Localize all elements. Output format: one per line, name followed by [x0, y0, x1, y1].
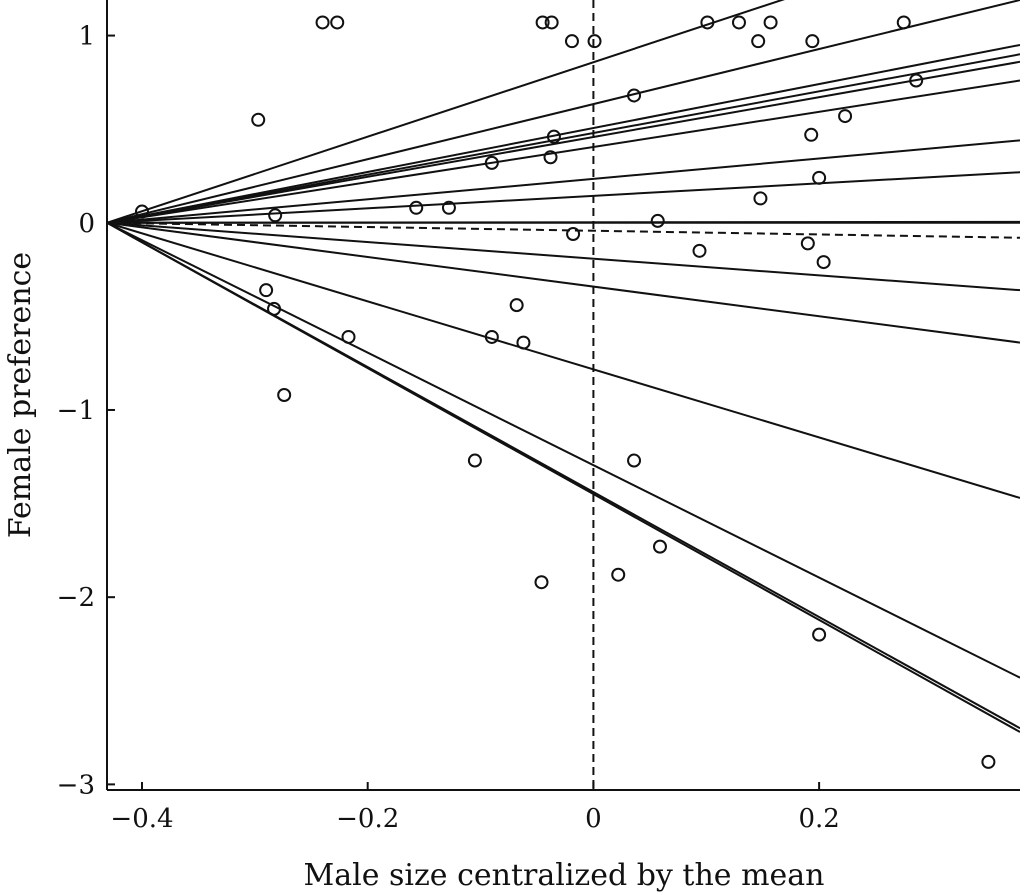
plot-area: −0.4 −0.2 0 0.2 1 0 −1 −2 −3 [57, 0, 1021, 834]
data-point [896, 15, 911, 30]
data-point [535, 15, 550, 30]
data-point [587, 34, 602, 49]
data-point [544, 15, 559, 30]
x-tick-label: −0.4 [110, 804, 173, 834]
data-point [509, 298, 524, 313]
data-point [546, 129, 561, 144]
regression-line [107, 53, 1020, 224]
regression-line [107, 221, 1020, 499]
data-point [566, 227, 581, 242]
regression-line [107, 220, 1020, 224]
regression-line [107, 221, 1020, 292]
data-point [763, 15, 778, 30]
data-point [731, 15, 746, 30]
data-point [251, 112, 266, 127]
data-point [800, 236, 815, 251]
x-tick-label: −0.2 [336, 804, 399, 834]
data-point [816, 255, 831, 270]
data-point [516, 335, 531, 350]
x-tick-label: 0 [585, 804, 602, 834]
data-point [909, 73, 924, 88]
data-point [627, 88, 642, 103]
regression-line [107, 79, 1020, 224]
data-point [277, 388, 292, 402]
data-point [838, 109, 853, 124]
y-tick-label: 1 [78, 22, 95, 52]
y-axis-title: Female preference [3, 252, 38, 538]
mean-regression-line [106, 221, 1021, 239]
data-point [315, 15, 330, 30]
data-point [543, 150, 558, 165]
data-point [467, 453, 482, 468]
regression-line [107, 0, 786, 224]
data-point [534, 575, 549, 590]
data-point [692, 243, 707, 258]
data-point [652, 539, 667, 554]
data-point [805, 34, 820, 49]
data-point [484, 155, 499, 170]
data-point [267, 301, 282, 316]
data-point [753, 191, 768, 206]
data-point [134, 204, 149, 219]
regression-line [107, 0, 1020, 224]
y-tick-label: −2 [57, 583, 95, 613]
x-tick-label: 0.2 [798, 804, 839, 834]
y-tick-label: −3 [57, 770, 95, 800]
data-point [341, 329, 356, 344]
data-point [564, 34, 579, 49]
data-point [441, 200, 456, 215]
data-point [700, 15, 715, 30]
regression-line [107, 221, 1020, 679]
data-point [409, 200, 424, 215]
data-point [981, 754, 996, 769]
regression-line [107, 43, 1020, 224]
regression-line [107, 221, 1020, 733]
regression-line [107, 60, 1020, 224]
data-point [330, 15, 345, 30]
data-point [812, 170, 827, 185]
y-tick-label: 0 [78, 209, 95, 239]
regression-line [107, 171, 1020, 224]
data-point [751, 34, 766, 49]
data-point [259, 283, 274, 298]
data-point [627, 453, 642, 468]
regression-line [107, 139, 1020, 224]
data-point [484, 329, 499, 344]
data-point [812, 627, 827, 642]
data-point [268, 208, 283, 223]
y-tick-label: −1 [57, 396, 95, 426]
data-point [650, 213, 665, 228]
regression-line [107, 221, 1020, 344]
data-point [804, 127, 819, 142]
data-point [611, 567, 626, 582]
x-axis-title: Male size centralized by the mean [304, 858, 825, 893]
